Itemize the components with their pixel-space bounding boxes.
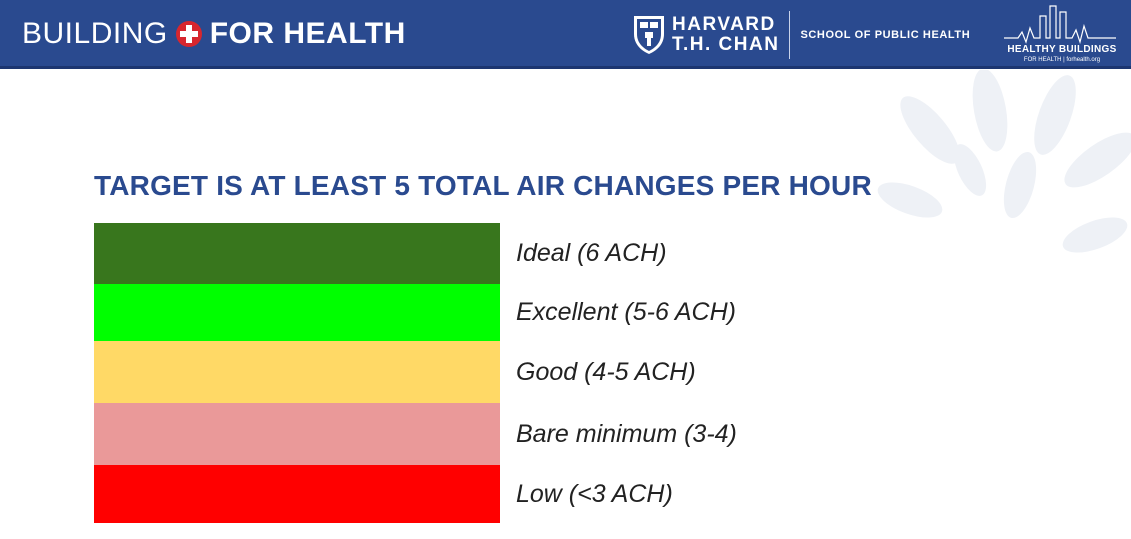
legend-row-ideal: Ideal (6 ACH) — [94, 223, 794, 284]
legend-row-excellent: Excellent (5-6 ACH) — [94, 284, 794, 341]
label-good: Good (4-5 ACH) — [516, 357, 696, 386]
harvard-text: HARVARD — [672, 14, 776, 35]
label-bare-minimum: Bare minimum (3-4) — [516, 419, 737, 448]
skyline-icon — [1004, 5, 1116, 45]
healthy-buildings-logo: HEALTHY BUILDINGS FOR HEALTH | forhealth… — [996, 0, 1126, 68]
label-ideal: Ideal (6 ACH) — [516, 239, 667, 267]
chan-text: T.H. CHAN — [672, 34, 780, 55]
swatch-ideal — [94, 223, 500, 284]
page-title: TARGET IS AT LEAST 5 TOTAL AIR CHANGES P… — [94, 170, 872, 201]
label-excellent: Excellent (5-6 ACH) — [516, 298, 736, 326]
logo-divider — [789, 11, 791, 59]
label-low: Low (<3 ACH) — [516, 479, 673, 508]
red-cross-icon — [175, 21, 202, 47]
brand-logo: BUILDING FOR HEALTH — [22, 14, 406, 54]
hb-sub-text: FOR HEALTH | forhealth.org — [1023, 57, 1101, 63]
legend-row-low: Low (<3 ACH) — [94, 465, 794, 523]
brand-left-text: BUILDING — [22, 17, 168, 50]
harvard-logo: HARVARD T.H. CHAN SCHOOL OF PUBLIC HEALT… — [632, 10, 970, 60]
header-bar: BUILDING FOR HEALTH HARVARD T.H. CHAN SC… — [0, 0, 1131, 68]
swatch-excellent — [94, 284, 500, 341]
swatch-good — [94, 341, 500, 403]
header-underline — [0, 66, 1131, 69]
swatch-bare-minimum — [94, 403, 500, 465]
leaf-decoration — [877, 70, 1131, 253]
legend-row-good: Good (4-5 ACH) — [94, 341, 794, 403]
school-text: SCHOOL OF PUBLIC HEALTH — [800, 29, 971, 41]
swatch-low — [94, 465, 500, 523]
shield-icon — [634, 16, 664, 54]
hb-title-text: HEALTHY BUILDINGS — [1007, 44, 1117, 55]
brand-right-text: FOR HEALTH — [209, 17, 406, 50]
legend-row-bare-minimum: Bare minimum (3-4) — [94, 403, 794, 465]
